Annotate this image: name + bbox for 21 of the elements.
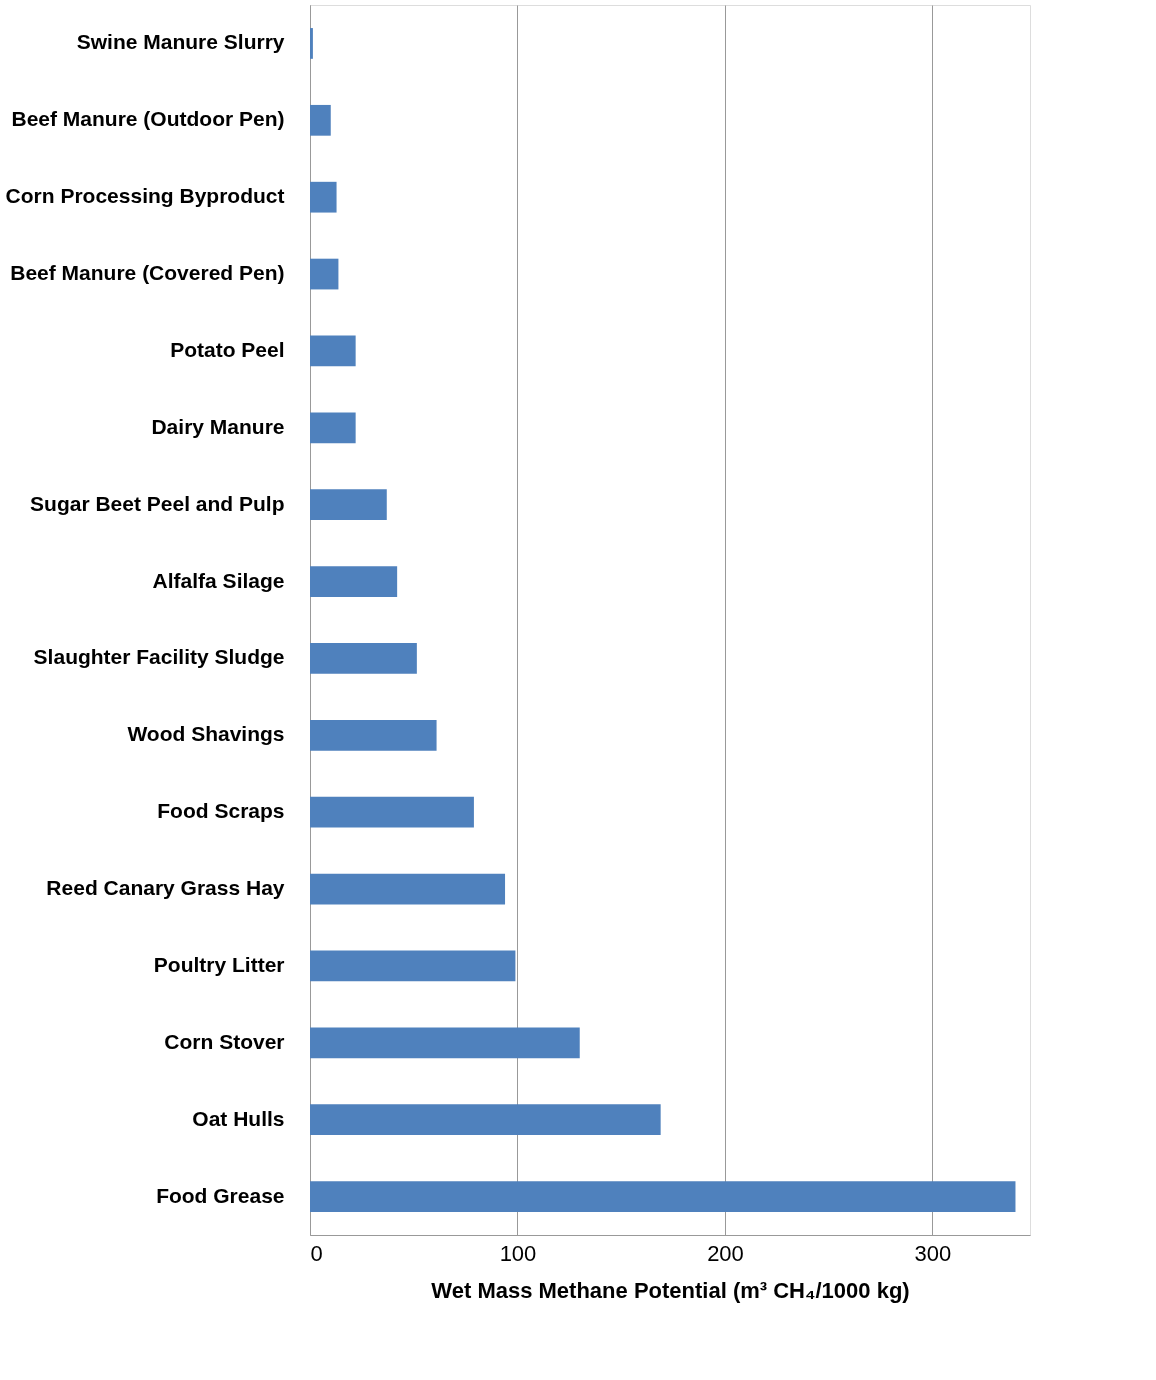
y-tick-label: Food Scraps <box>157 799 285 823</box>
y-tick-label: Alfalfa Silage <box>152 568 285 592</box>
x-tick-label: 100 <box>499 1240 537 1266</box>
x-tick-label: 0 <box>310 1240 323 1266</box>
y-tick-label: Potato Peel <box>170 337 285 361</box>
y-tick-label: Beef Manure (Covered Pen) <box>10 261 285 285</box>
y-tick-label: Slaughter Facility Sludge <box>33 645 285 669</box>
y-tick-label: Reed Canary Grass Hay <box>46 876 285 900</box>
x-tick-label: 300 <box>914 1240 952 1266</box>
y-tick-label: Corn Processing Byproduct <box>5 184 285 208</box>
y-tick-label: Poultry Litter <box>153 952 285 976</box>
y-tick-label: Swine Manure Slurry <box>76 30 285 54</box>
x-axis-title: Wet Mass Methane Potential (m³ CH₄/1000 kg) <box>431 1277 910 1303</box>
y-tick-label: Sugar Beet Peel and Pulp <box>30 491 285 515</box>
y-tick-label: Beef Manure (Outdoor Pen) <box>11 107 285 131</box>
y-tick-label: Wood Shavings <box>127 722 285 746</box>
y-tick-label: Corn Stover <box>164 1029 285 1053</box>
y-tick-label: Dairy Manure <box>151 414 285 438</box>
x-tick-label: 200 <box>707 1240 744 1266</box>
y-tick-label: Oat Hulls <box>192 1106 285 1130</box>
y-tick-label: Food Grease <box>156 1183 285 1207</box>
